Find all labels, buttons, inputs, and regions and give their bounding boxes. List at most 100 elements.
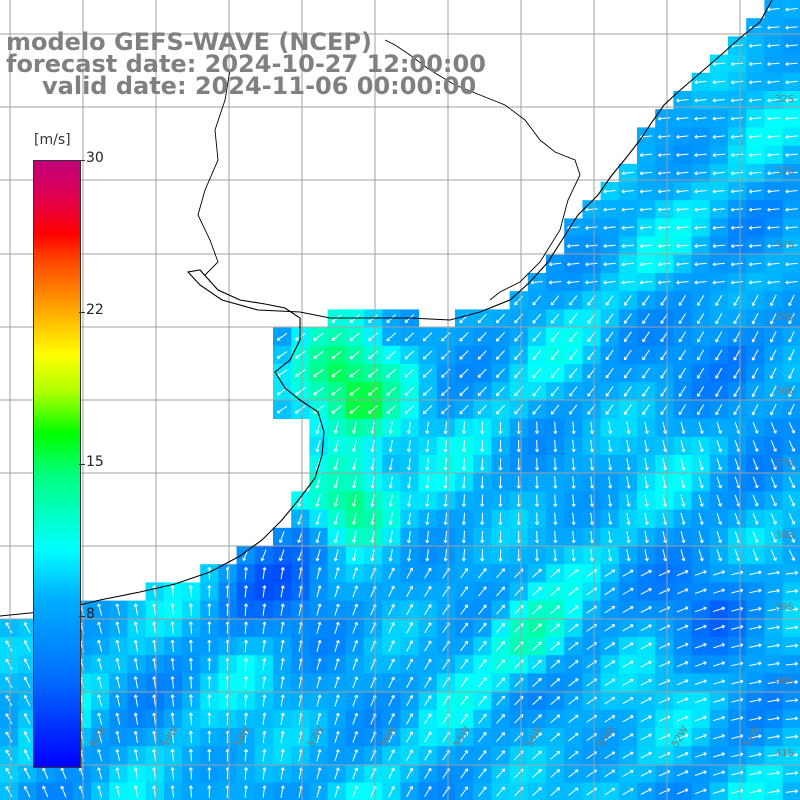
wind-arrow (459, 350, 469, 360)
wind-arrow (788, 512, 796, 525)
wind-arrow (188, 767, 193, 780)
wind-arrow (477, 350, 487, 360)
wind-arrow (694, 280, 707, 285)
wind-arrow (406, 676, 414, 689)
wind-arrow (644, 439, 649, 453)
wind-arrow (534, 494, 540, 507)
wind-arrow (495, 368, 505, 378)
wind-arrow (496, 750, 505, 761)
wind-arrow (388, 713, 395, 725)
wind-arrow (532, 586, 542, 596)
colorbar-tick-label: 15 (86, 454, 104, 470)
wind-arrow (207, 730, 212, 744)
wind-arrow (589, 439, 594, 453)
wind-arrow (605, 331, 614, 342)
wind-arrow (388, 767, 395, 780)
wind-arrow (498, 494, 503, 507)
wind-arrow (532, 659, 542, 669)
wind-arrow (698, 421, 704, 434)
wind-arrow (678, 367, 687, 379)
wind-arrow (496, 732, 505, 742)
wind-arrow (640, 770, 652, 777)
wind-arrow (694, 207, 707, 212)
wind-arrow (770, 440, 777, 452)
wind-arrow (496, 713, 505, 724)
wind-arrow (785, 752, 799, 757)
wind-arrow (767, 225, 780, 230)
wind-arrow (553, 530, 558, 544)
wind-arrow (715, 367, 723, 379)
wind-arrow (568, 678, 579, 687)
wind-arrow (767, 98, 780, 103)
wind-arrow (316, 712, 322, 725)
wind-arrow (608, 494, 613, 507)
wind-arrow (388, 512, 393, 525)
wind-arrow (170, 712, 175, 725)
wind-arrow (152, 603, 157, 616)
wind-arrow (621, 225, 634, 230)
wind-arrow (678, 313, 687, 325)
wind-arrow (589, 530, 594, 544)
wind-arrow (480, 530, 485, 544)
wind-arrow (568, 587, 579, 596)
wind-arrow (370, 512, 375, 525)
wind-arrow (712, 134, 725, 139)
wind-arrow (622, 715, 634, 723)
wind-arrow (368, 387, 379, 396)
wind-arrow (550, 623, 561, 633)
wind-arrow (170, 603, 175, 616)
wind-arrow (97, 621, 103, 634)
wind-arrow (548, 262, 562, 267)
wind-arrow (152, 621, 157, 634)
wind-arrow (480, 512, 485, 525)
wind-arrow (767, 661, 780, 666)
wind-arrow (676, 225, 689, 230)
wind-arrow (516, 530, 521, 544)
wind-arrow (42, 767, 49, 780)
wind-arrow (603, 262, 616, 267)
wind-arrow (23, 640, 31, 652)
wind-arrow (604, 769, 616, 778)
wind-arrow (626, 530, 631, 544)
wind-arrow (170, 767, 175, 780)
wind-arrow (461, 549, 466, 562)
wind-arrow (352, 658, 359, 671)
wind-arrow (767, 625, 780, 630)
wind-arrow (262, 694, 267, 707)
wind-arrow (623, 313, 632, 324)
wind-arrow (388, 439, 393, 453)
wind-arrow (767, 134, 780, 139)
wind-arrow (622, 733, 634, 741)
wind-arrow (243, 694, 249, 707)
wind-arrow (207, 639, 212, 653)
wind-arrow (496, 622, 505, 633)
wind-arrow (767, 7, 780, 12)
wind-arrow (496, 768, 505, 779)
wind-arrow (640, 788, 652, 795)
wind-arrow (243, 767, 249, 780)
wind-arrow (23, 694, 31, 707)
wind-arrow (478, 640, 487, 652)
wind-arrow (748, 134, 762, 139)
wind-arrow (170, 748, 175, 762)
wind-arrow (207, 767, 212, 780)
wind-arrow (571, 530, 576, 544)
wind-arrow (260, 549, 267, 562)
wind-arrow (370, 439, 375, 453)
wind-arrow (694, 98, 707, 103)
wind-arrow (568, 732, 579, 742)
wind-arrow (788, 312, 795, 325)
colorbar-tick-mark (79, 160, 85, 161)
wind-arrow (788, 385, 795, 398)
wind-arrow (496, 786, 505, 797)
wind-arrow (748, 43, 762, 48)
wind-arrow (370, 458, 375, 471)
wind-arrow (368, 332, 379, 342)
wind-arrow (388, 421, 393, 434)
wind-arrow (349, 405, 360, 414)
wind-arrow (676, 98, 689, 103)
wind-arrow (23, 731, 31, 743)
wind-arrow (642, 349, 650, 361)
wind-arrow (368, 368, 379, 378)
wind-arrow (715, 331, 723, 343)
